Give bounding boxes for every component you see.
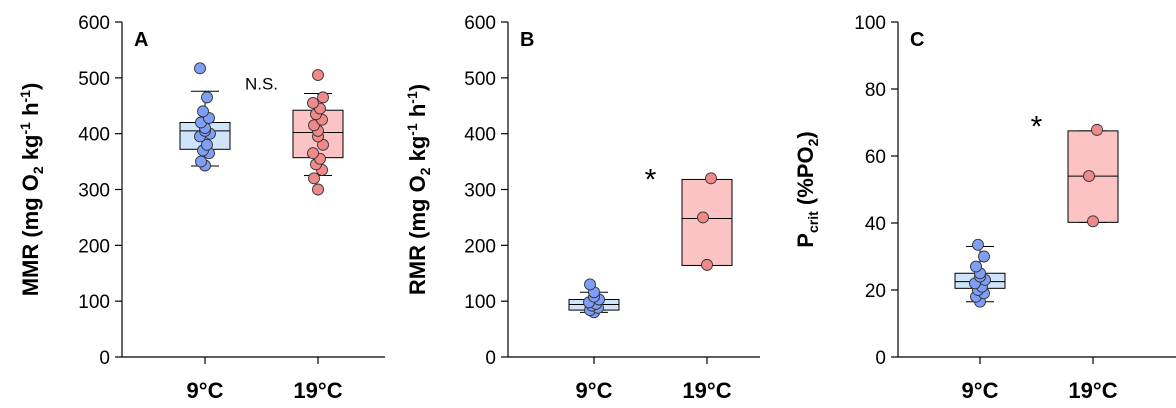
y-axis-label-part: -1	[17, 122, 33, 135]
panel-b: 0 100 200 300 400 500 600 9°C 19°C B RMR (mg O2 kg…	[404, 13, 760, 403]
data-point	[307, 97, 319, 109]
data-point	[201, 138, 213, 151]
box-cold	[954, 238, 1006, 308]
data-point	[312, 183, 324, 196]
y-tick-label: 100	[78, 292, 110, 313]
box-warm	[681, 172, 733, 271]
significance-annotation: *	[645, 164, 657, 197]
y-axis-label: MMR (mg O2 kg-1 h-1)	[17, 83, 46, 297]
data-point	[307, 147, 319, 160]
data-point	[201, 91, 213, 104]
y-axis-label-part: crit	[805, 211, 821, 233]
y-axis-label-part: -1	[404, 91, 420, 104]
data-point	[308, 119, 320, 132]
box-warm	[292, 69, 344, 196]
box-iqr	[681, 178, 733, 266]
box-cold	[568, 278, 620, 319]
data-point	[317, 91, 329, 104]
y-axis-label-part: MMR (mg O	[18, 174, 43, 296]
y-axis-label: Pcrit (%PO2)	[793, 131, 821, 247]
y-axis-label-part: kg	[405, 136, 430, 168]
panel-label: A	[134, 29, 148, 51]
y-axis-label-part: P	[793, 233, 818, 248]
y-tick-label: 600	[78, 13, 110, 34]
data-point	[197, 105, 209, 118]
data-point	[972, 238, 984, 251]
x-tick-label: 9°C	[962, 378, 999, 403]
data-point	[697, 211, 709, 224]
panel-c: 0 20 40 60 80 100 9°C 19°C C Pcrit (%PO2) *	[793, 13, 1176, 403]
data-point	[1091, 123, 1103, 136]
y-tick-label: 100	[464, 292, 496, 313]
y-tick-label: 60	[865, 147, 886, 168]
data-point	[1087, 215, 1099, 228]
y-axis-label-part: )	[405, 84, 430, 91]
box-warm	[1067, 123, 1119, 228]
y-axis-label-part: 2	[30, 166, 46, 174]
y-axis-label-part: h	[405, 104, 430, 124]
y-tick-label: 0	[99, 348, 110, 369]
data-point	[970, 260, 982, 273]
y-tick-label: 300	[78, 181, 110, 202]
panel-label: C	[910, 29, 924, 51]
y-axis-label: RMR (mg O2 kg-1 h-1)	[404, 84, 433, 295]
x-tick-label: 19°C	[682, 378, 731, 403]
significance-annotation: N.S.	[245, 74, 278, 93]
y-tick-label: 100	[854, 13, 886, 34]
y-tick-label: 200	[464, 236, 496, 257]
y-tick-label: 400	[78, 125, 110, 146]
significance-annotation: *	[1031, 111, 1043, 144]
x-tick-label: 9°C	[576, 378, 613, 403]
data-point	[701, 258, 713, 271]
data-point	[584, 278, 596, 291]
box-cold	[179, 62, 231, 172]
panel-a: 0 100 200 300 400 500 600 9°C 19°C A MMR (mg O2 kg…	[17, 13, 385, 403]
y-axis-label-part: 2	[805, 138, 821, 146]
y-axis-label-part: h	[18, 102, 43, 122]
y-tick-label: 300	[464, 181, 496, 202]
y-axis-label-part: )	[793, 131, 818, 138]
x-tick-label: 9°C	[187, 378, 224, 403]
x-tick-label: 19°C	[1068, 378, 1117, 403]
data-point	[978, 250, 990, 263]
y-tick-label: 600	[464, 13, 496, 34]
y-axis-label-part: )	[18, 83, 43, 90]
y-tick-label: 0	[875, 348, 886, 369]
y-axis-label-part: (%PO	[793, 146, 818, 211]
y-axis-label-part: -1	[17, 90, 33, 103]
y-axis-label-part: kg	[18, 135, 43, 167]
y-tick-label: 200	[78, 236, 110, 257]
y-tick-label: 500	[464, 69, 496, 90]
data-point	[195, 155, 207, 168]
y-axis-label-part: -1	[404, 123, 420, 136]
data-point	[705, 172, 717, 185]
y-tick-label: 80	[865, 80, 886, 101]
y-axis-label-part: 2	[417, 167, 433, 175]
panel-label: B	[520, 29, 534, 51]
y-tick-label: 40	[865, 214, 886, 235]
y-tick-label: 20	[865, 281, 886, 302]
y-tick-label: 400	[464, 125, 496, 146]
data-point	[1083, 170, 1095, 183]
data-point	[194, 62, 206, 75]
data-point	[308, 172, 320, 185]
data-point	[312, 69, 324, 81]
y-tick-label: 500	[78, 69, 110, 90]
y-tick-label: 0	[485, 348, 496, 369]
x-tick-label: 19°C	[293, 378, 342, 403]
y-axis-label-part: RMR (mg O	[405, 175, 430, 295]
